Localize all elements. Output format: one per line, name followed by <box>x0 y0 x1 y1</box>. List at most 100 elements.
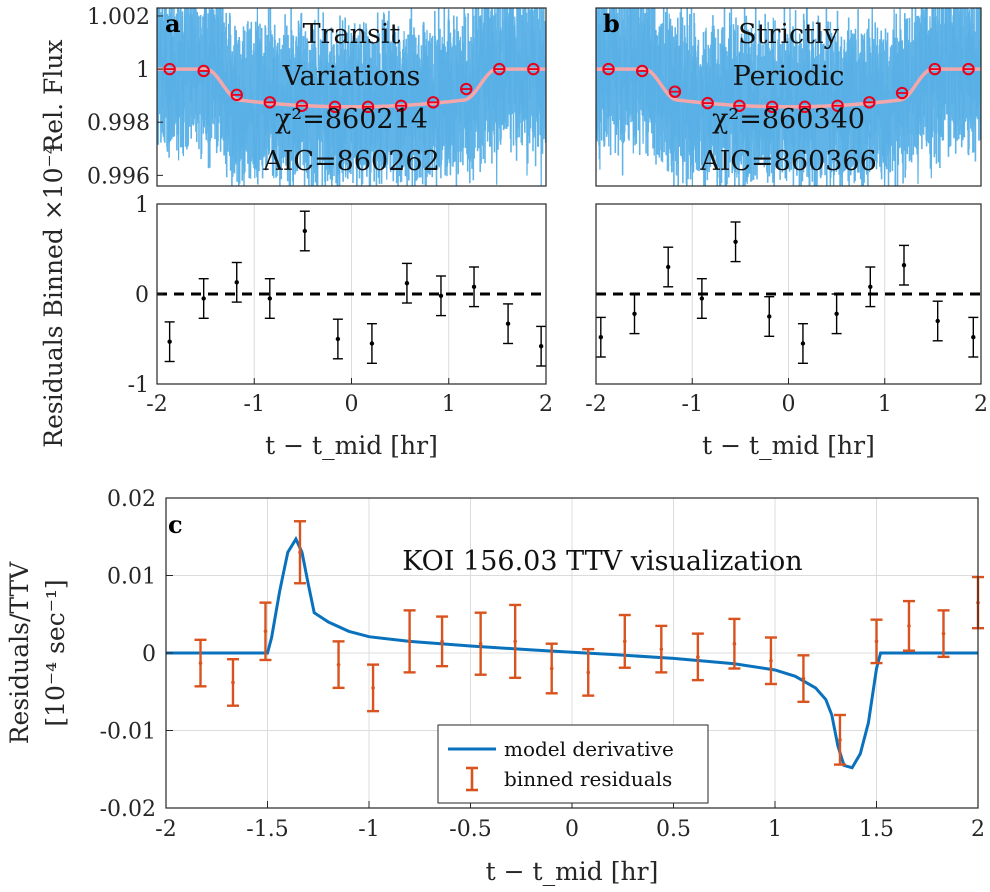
residual-point <box>902 263 906 267</box>
residual-point <box>472 285 476 289</box>
panel-c: -2 -1.5 -1 -0.5 0 0.5 1 1.5 20.020.010-0.01-0.02… <box>5 487 985 886</box>
x-tick-label: 2 <box>971 817 985 842</box>
binned-residual-point <box>264 630 268 634</box>
title-line-1: Strictly <box>738 19 839 50</box>
y-tick-label: 0.01 <box>107 565 156 590</box>
x-tick-label: -2 <box>585 392 606 417</box>
chi2-label: χ²=860214 <box>275 104 428 135</box>
y-tick-label: 0 <box>142 642 156 667</box>
x-tick-label: -1 <box>244 392 265 417</box>
aic-label: AIC=860366 <box>699 146 877 177</box>
y-tick-label: 0 <box>135 283 149 308</box>
y-tick-label: 1.002 <box>87 5 150 30</box>
binned-residual-point <box>696 655 700 659</box>
binned-residual-point <box>231 681 235 685</box>
x-tick-label: -2 <box>146 392 167 417</box>
chi2-label: χ²=860340 <box>712 104 865 135</box>
x-tick-label: 0 <box>782 392 796 417</box>
x-tick-label: -0.5 <box>449 817 491 842</box>
residual-point <box>971 335 975 339</box>
y-tick-label: 1 <box>135 193 149 218</box>
residual-point <box>733 240 737 244</box>
binned-residual-point <box>942 632 946 636</box>
binned-residual-point <box>586 671 590 675</box>
binned-residual-point <box>907 624 911 628</box>
residual-point <box>868 285 872 289</box>
panel-b-letter: b <box>603 9 620 38</box>
aic-label: AIC=860262 <box>262 146 440 177</box>
y-axis-label-line-1: Residuals/TTV <box>5 561 34 745</box>
residual-point <box>599 335 603 339</box>
residual-point <box>405 281 409 285</box>
title-line-2: Periodic <box>733 61 845 92</box>
x-tick-label: -2 <box>155 817 176 842</box>
residual-point <box>632 312 636 316</box>
binned-residual-point <box>298 550 302 554</box>
residual-point <box>834 312 838 316</box>
binned-residual-point <box>550 667 554 671</box>
legend-label-residuals: binned residuals <box>504 767 672 791</box>
binned-residual-point <box>479 642 483 646</box>
binned-residual-point <box>875 640 879 644</box>
panel-b-residuals: -2 -1 0 1 2 t − t_mid [hr] <box>585 204 988 460</box>
binned-residual-point <box>408 640 412 644</box>
binned-residual-point <box>802 677 806 681</box>
residual-point <box>201 296 205 300</box>
x-tick-label: 1 <box>878 392 892 417</box>
binned-residual-point <box>371 686 375 690</box>
residual-point <box>268 296 272 300</box>
binned-residual-point <box>623 640 627 644</box>
title-line-1: Transit <box>303 19 401 50</box>
y-tick-label: 1 <box>136 58 150 83</box>
title-line-2: Variations <box>282 61 421 92</box>
binned-residual-point <box>440 640 444 644</box>
y-tick-label: 0.996 <box>87 164 150 189</box>
residual-point <box>235 280 239 284</box>
x-axis-label: t − t_mid [hr] <box>702 431 875 460</box>
x-tick-label: 2 <box>539 392 553 417</box>
legend: model derivative binned residuals <box>438 725 708 803</box>
x-tick-label: 1 <box>768 817 782 842</box>
panel-c-letter: c <box>168 510 183 539</box>
residual-point <box>167 340 171 344</box>
residual-point <box>935 319 939 323</box>
panel-b: Strictly Periodic χ²=860340 AIC=860366 <box>596 0 981 207</box>
x-tick-label: 0 <box>345 392 359 417</box>
binned-residual-point <box>838 738 842 742</box>
binned-residual-point <box>660 647 664 651</box>
panel-a: Transit Variations χ²=860214 AIC=860262 1.00… <box>39 0 546 230</box>
residual-point <box>370 341 374 345</box>
residual-point <box>700 296 704 300</box>
legend-label-model: model derivative <box>504 737 674 761</box>
x-tick-label: -1.5 <box>246 817 288 842</box>
y-axis-label: Residuals Binned ×10⁻⁴ <box>39 144 68 448</box>
x-tick-label: -1 <box>358 817 379 842</box>
x-tick-label: 2 <box>974 392 988 417</box>
panel-a-residuals: -2 -1 0 1 210-1t − t_mid [hr]Residuals Binne… <box>39 144 553 460</box>
y-tick-label: 0.998 <box>87 111 150 136</box>
residual-point <box>439 294 443 298</box>
y-tick-label: -0.02 <box>100 797 156 822</box>
y-tick-label: -1 <box>128 373 149 398</box>
x-tick-label: -1 <box>682 392 703 417</box>
binned-residual-point <box>337 663 341 667</box>
y-axis-label: Rel. Flux <box>39 39 68 152</box>
residual-point <box>767 314 771 318</box>
x-axis-label: t − t_mid [hr] <box>486 857 659 886</box>
residual-point <box>303 229 307 233</box>
binned-residual-point <box>733 642 737 646</box>
y-axis-label-line-2: [10⁻⁴ sec⁻¹] <box>41 579 70 726</box>
y-tick-label: 0.02 <box>107 487 156 512</box>
residual-point <box>801 341 805 345</box>
binned-residual-point <box>513 640 517 644</box>
binned-residual-point <box>769 659 773 663</box>
y-tick-label: -0.01 <box>100 720 156 745</box>
residual-point <box>506 322 510 326</box>
x-tick-label: 1 <box>442 392 456 417</box>
x-axis-label: t − t_mid [hr] <box>265 431 438 460</box>
x-tick-label: 1.5 <box>859 817 894 842</box>
binned-residual-point <box>199 661 203 665</box>
residual-point <box>666 265 670 269</box>
chart-title: KOI 156.03 TTV visualization <box>402 546 802 577</box>
